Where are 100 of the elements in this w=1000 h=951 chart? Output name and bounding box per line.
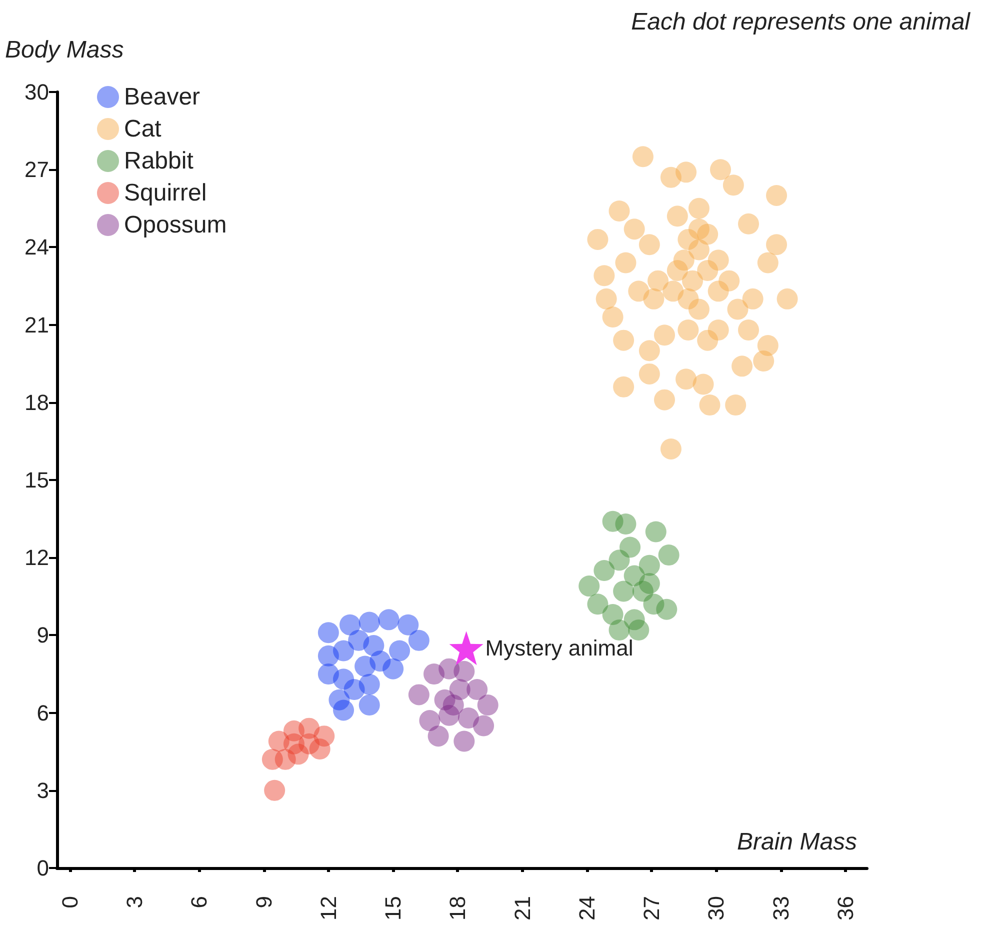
point: [602, 306, 624, 328]
point: [408, 684, 430, 706]
point: [742, 288, 764, 310]
point: [454, 730, 475, 752]
point: [419, 710, 440, 732]
x-tick-label: 30: [704, 896, 729, 920]
x-tick-label: 0: [57, 896, 82, 908]
y-tick-label: 15: [24, 468, 49, 492]
point: [428, 726, 449, 747]
point: [654, 389, 675, 410]
point: [776, 288, 798, 310]
legend-label: Opossum: [124, 212, 227, 238]
x-tick-label: 21: [510, 896, 535, 920]
point: [615, 513, 636, 534]
point: [624, 218, 645, 240]
point: [449, 679, 470, 700]
point: [358, 694, 380, 716]
point: [638, 234, 660, 256]
point: [692, 374, 714, 395]
legend-label: Rabbit: [124, 148, 194, 174]
point: [628, 280, 650, 302]
text: Each dot represents one animal: [631, 8, 971, 36]
point: [673, 250, 694, 271]
series-label: Mystery animal: [485, 636, 634, 661]
point: [638, 363, 660, 384]
point: [454, 660, 475, 682]
point: [620, 536, 641, 558]
point: [594, 265, 615, 286]
point: [333, 700, 354, 721]
point: [358, 674, 380, 695]
point: [613, 376, 634, 398]
point: [578, 576, 600, 597]
y-tick-label: 21: [24, 312, 49, 338]
point: [725, 394, 746, 416]
y-tick-label: 12: [24, 545, 49, 570]
point: [602, 604, 624, 625]
point: [666, 206, 688, 227]
point: [613, 580, 634, 602]
x-tick-label: 6: [186, 896, 212, 908]
point: [615, 252, 636, 274]
point: [722, 174, 744, 196]
point: [710, 159, 732, 180]
legend-label: Beaver: [124, 84, 200, 110]
x-tick-label: 24: [574, 896, 600, 920]
point: [656, 598, 678, 620]
point: [676, 368, 697, 390]
x-tick-label: 27: [639, 896, 664, 920]
point: [477, 694, 498, 716]
point: [753, 350, 774, 372]
point: [333, 640, 354, 662]
point: [676, 162, 697, 183]
y-tick-label: 18: [24, 390, 49, 415]
point: [638, 572, 660, 594]
x-tick-label: 36: [832, 896, 858, 920]
y-tick-label: 0: [36, 856, 49, 880]
point: [596, 288, 617, 310]
legend-label: Cat: [124, 116, 162, 142]
point: [645, 521, 666, 542]
point: [378, 609, 400, 630]
point: [587, 228, 608, 250]
point: [389, 640, 410, 662]
point: [732, 356, 753, 377]
x-tick-label: 9: [251, 896, 276, 908]
point: [708, 319, 729, 340]
point: [688, 198, 710, 219]
point: [658, 544, 680, 566]
point: [727, 298, 748, 320]
point: [318, 622, 339, 644]
y-tick-label: 27: [24, 157, 49, 182]
point: [638, 554, 660, 576]
point: [608, 200, 630, 222]
point: [766, 184, 788, 206]
point: [648, 270, 669, 292]
point: [449, 631, 484, 666]
point: [718, 270, 740, 292]
point: [654, 324, 675, 346]
point: [608, 620, 630, 641]
point: [678, 319, 699, 340]
point: [398, 614, 419, 636]
y-tick-label: 6: [36, 700, 49, 726]
point: [473, 715, 494, 736]
point: [363, 635, 384, 656]
y-tick-label: 9: [36, 622, 49, 648]
point: [298, 733, 320, 754]
y-tick-label: 3: [36, 778, 49, 803]
x-tick-label: 12: [316, 896, 341, 920]
y-axis-title: Body Mass: [5, 36, 124, 64]
point: [408, 630, 430, 651]
point: [699, 394, 720, 416]
point: [638, 340, 660, 362]
point: [766, 234, 788, 256]
x-tick-label: 33: [768, 896, 794, 920]
point: [660, 438, 682, 460]
point: [688, 218, 710, 240]
x-tick-label: 15: [380, 896, 406, 920]
point: [738, 213, 760, 234]
x-axis-title: Brain Mass: [737, 828, 858, 856]
x-tick-label: 3: [122, 896, 148, 908]
y-tick-label: 24: [24, 234, 49, 260]
point: [688, 298, 710, 320]
